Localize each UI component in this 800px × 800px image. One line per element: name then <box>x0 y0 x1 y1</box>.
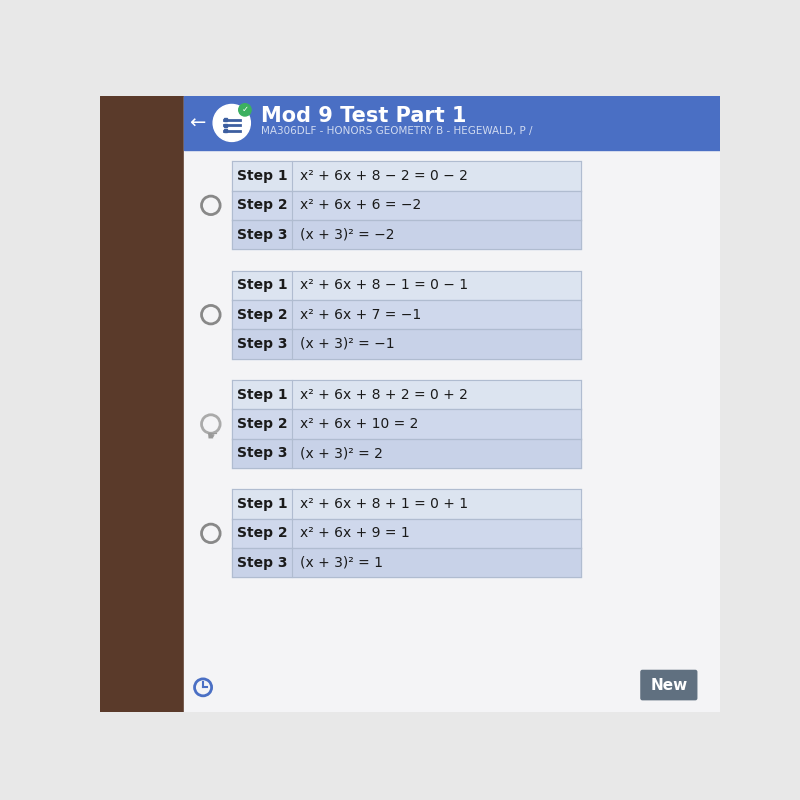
Text: Step 1: Step 1 <box>237 497 287 511</box>
Text: Step 2: Step 2 <box>237 308 287 322</box>
Bar <box>184 96 720 150</box>
Bar <box>232 490 581 518</box>
Text: Step 2: Step 2 <box>237 417 287 431</box>
Bar <box>232 410 581 438</box>
Text: Mod 9 Test Part 1: Mod 9 Test Part 1 <box>262 106 466 126</box>
Text: x² + 6x + 6 = −2: x² + 6x + 6 = −2 <box>300 198 422 212</box>
Text: (x + 3)² = −1: (x + 3)² = −1 <box>300 337 394 351</box>
Text: x² + 6x + 9 = 1: x² + 6x + 9 = 1 <box>300 526 410 540</box>
Bar <box>100 96 184 712</box>
Text: x² + 6x + 8 − 1 = 0 − 1: x² + 6x + 8 − 1 = 0 − 1 <box>300 278 468 293</box>
FancyBboxPatch shape <box>641 670 697 700</box>
Bar <box>224 124 227 126</box>
Text: (x + 3)² = 1: (x + 3)² = 1 <box>300 556 383 570</box>
Text: Step 1: Step 1 <box>237 169 287 183</box>
Text: Step 3: Step 3 <box>237 337 287 351</box>
Circle shape <box>213 105 250 142</box>
Bar <box>224 129 227 132</box>
Text: MA306DLF - HONORS GEOMETRY B - HEGEWALD, P /: MA306DLF - HONORS GEOMETRY B - HEGEWALD,… <box>262 126 533 137</box>
Text: Step 1: Step 1 <box>237 278 287 293</box>
Text: x² + 6x + 7 = −1: x² + 6x + 7 = −1 <box>300 308 422 322</box>
Circle shape <box>238 104 251 116</box>
Text: Step 1: Step 1 <box>237 388 287 402</box>
Text: ☛: ☛ <box>206 430 218 443</box>
Bar <box>232 300 581 330</box>
Text: (x + 3)² = 2: (x + 3)² = 2 <box>300 446 383 460</box>
Text: x² + 6x + 8 + 2 = 0 + 2: x² + 6x + 8 + 2 = 0 + 2 <box>300 388 468 402</box>
Bar <box>232 220 581 250</box>
Text: (x + 3)² = −2: (x + 3)² = −2 <box>300 227 394 242</box>
Bar <box>232 380 581 410</box>
Text: x² + 6x + 8 + 1 = 0 + 1: x² + 6x + 8 + 1 = 0 + 1 <box>300 497 468 511</box>
Bar <box>232 518 581 548</box>
Text: x² + 6x + 10 = 2: x² + 6x + 10 = 2 <box>300 417 418 431</box>
Text: Step 2: Step 2 <box>237 526 287 540</box>
Bar <box>232 438 581 468</box>
Text: ←: ← <box>190 114 206 133</box>
Bar <box>184 96 720 712</box>
Bar <box>232 330 581 358</box>
Text: x² + 6x + 8 − 2 = 0 − 2: x² + 6x + 8 − 2 = 0 − 2 <box>300 169 468 183</box>
Text: ✓: ✓ <box>242 106 249 114</box>
Text: New: New <box>650 678 687 693</box>
Bar <box>224 118 227 122</box>
Bar <box>232 548 581 578</box>
Text: Step 3: Step 3 <box>237 446 287 460</box>
Text: Step 3: Step 3 <box>237 556 287 570</box>
Bar <box>232 270 581 300</box>
Text: Step 3: Step 3 <box>237 227 287 242</box>
Text: Step 2: Step 2 <box>237 198 287 212</box>
Bar <box>232 162 581 190</box>
Bar <box>232 190 581 220</box>
